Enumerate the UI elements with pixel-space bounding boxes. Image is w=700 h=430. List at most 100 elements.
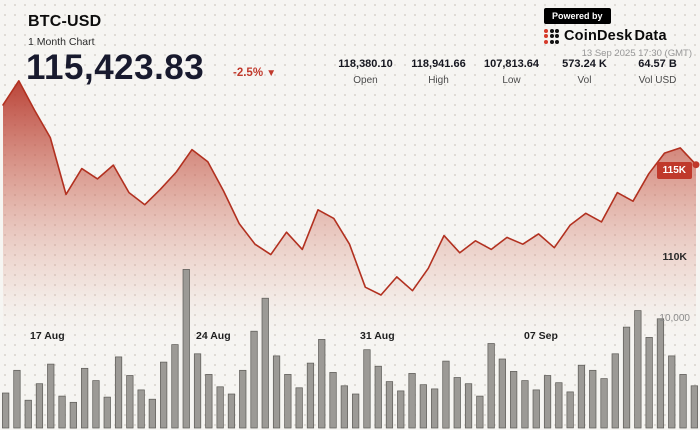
stat-vol-usd: 64.57 B Vol USD <box>621 58 694 86</box>
volume-bar <box>645 337 653 429</box>
price-change: -2.5% ▼ <box>233 67 276 79</box>
x-tick-17-aug: 17 Aug <box>30 330 65 342</box>
stat-low: 107,813.64 Low <box>475 58 548 86</box>
volume-bar <box>622 326 631 429</box>
brand-suffix: Data <box>634 28 667 44</box>
volume-bar <box>510 371 518 429</box>
coindesk-data-logo[interactable]: CoinDesk Data <box>544 28 692 44</box>
stat-high-value: 118,941.66 <box>411 58 466 70</box>
volume-bar <box>419 384 427 429</box>
volume-bar <box>126 375 134 429</box>
current-price: 115,423.83 <box>26 48 205 87</box>
volume-bar <box>634 310 642 429</box>
volume-bar <box>239 369 247 429</box>
y-tick-115k-badge: 115K <box>656 162 692 179</box>
stat-open-value: 118,380.10 <box>338 58 393 70</box>
volume-bar <box>532 389 540 429</box>
price-area-fill <box>3 80 696 430</box>
volume-bar <box>24 399 32 429</box>
volume-bar <box>103 396 111 429</box>
volume-bar <box>656 318 665 429</box>
volume-bar <box>69 401 77 429</box>
stat-vol-value: 573.24 K <box>562 58 607 70</box>
volume-bar <box>2 392 10 429</box>
volume-bar <box>352 393 360 429</box>
stat-vol: 573.24 K Vol <box>548 58 621 86</box>
volume-bar <box>442 360 450 429</box>
brand-text: CoinDesk Data <box>564 28 667 44</box>
stat-low-label: Low <box>502 75 521 86</box>
volume-bar <box>690 385 698 429</box>
symbol-title: BTC-USD <box>28 13 102 30</box>
volume-bar <box>272 355 281 429</box>
volume-bar <box>453 377 461 429</box>
volume-bar <box>521 380 529 429</box>
volume-bar <box>487 343 495 429</box>
volume-bar <box>58 395 66 429</box>
volume-bar <box>227 393 236 429</box>
stat-low-value: 107,813.64 <box>483 58 540 70</box>
volume-bar <box>498 358 506 429</box>
coindesk-logo-icon <box>544 28 559 44</box>
volume-bar <box>216 386 224 429</box>
x-tick-24-aug: 24 Aug <box>196 330 231 342</box>
y-tick-volume-10000: 10,000 <box>659 313 690 324</box>
volume-bar <box>476 395 484 429</box>
volume-bar <box>577 364 586 429</box>
volume-bar <box>114 356 123 429</box>
volume-bar <box>600 378 608 429</box>
stat-vol-label: Vol <box>577 75 592 86</box>
volume-bar <box>160 361 168 429</box>
volume-bar <box>611 353 619 429</box>
volume-bar <box>81 367 89 429</box>
volume-bar <box>171 344 179 429</box>
volume-bar <box>464 383 473 429</box>
volume-bar <box>566 391 574 429</box>
volume-bar <box>374 365 382 429</box>
volume-bar <box>668 355 676 429</box>
stats-row: 118,380.10 Open 118,941.66 High 107,813.… <box>329 58 694 86</box>
volume-bar <box>35 383 44 429</box>
price-change-value: -2.5% <box>233 67 264 79</box>
volume-bar <box>385 381 394 429</box>
volume-bars <box>2 269 698 429</box>
stat-high: 118,941.66 High <box>402 58 475 86</box>
powered-by-badge: Powered by <box>544 8 611 24</box>
x-tick-07-sep: 07 Sep <box>524 330 558 342</box>
volume-bar <box>92 380 100 429</box>
chart-period-label: 1 Month Chart <box>28 36 95 48</box>
volume-bar <box>431 388 439 429</box>
volume-bar <box>363 349 371 429</box>
x-tick-31-aug: 31 Aug <box>360 330 395 342</box>
volume-bar <box>13 369 21 429</box>
volume-bar <box>329 372 337 429</box>
last-price-dot <box>692 161 700 169</box>
volume-bar <box>182 269 190 429</box>
volume-bar <box>137 389 145 429</box>
volume-bar <box>543 375 552 429</box>
stat-vol-usd-value: 64.57 B <box>638 58 677 70</box>
volume-bar <box>555 382 563 429</box>
stat-open: 118,380.10 Open <box>329 58 402 86</box>
volume-bar <box>193 353 202 429</box>
volume-bar <box>47 363 55 429</box>
volume-bar <box>295 387 303 429</box>
timestamp: 13 Sep 2025 17:30 (GMT) <box>581 48 692 59</box>
volume-bar <box>306 362 315 429</box>
stat-open-label: Open <box>353 75 378 86</box>
price-line <box>2 80 697 296</box>
down-arrow-icon: ▼ <box>266 68 277 79</box>
volume-bar <box>261 297 269 429</box>
volume-bar <box>148 398 156 429</box>
volume-bar <box>205 374 213 429</box>
y-tick-110k: 110K <box>662 251 687 263</box>
volume-bar <box>250 330 258 429</box>
volume-bar <box>589 369 597 429</box>
stat-vol-usd-label: Vol USD <box>638 75 677 86</box>
brand-name: CoinDesk <box>564 28 633 44</box>
volume-bar <box>318 339 326 429</box>
branding-block: Powered by CoinDesk Data 13 Sep 2025 17:3… <box>544 6 692 59</box>
volume-bar <box>340 385 348 429</box>
volume-bar <box>408 373 416 429</box>
